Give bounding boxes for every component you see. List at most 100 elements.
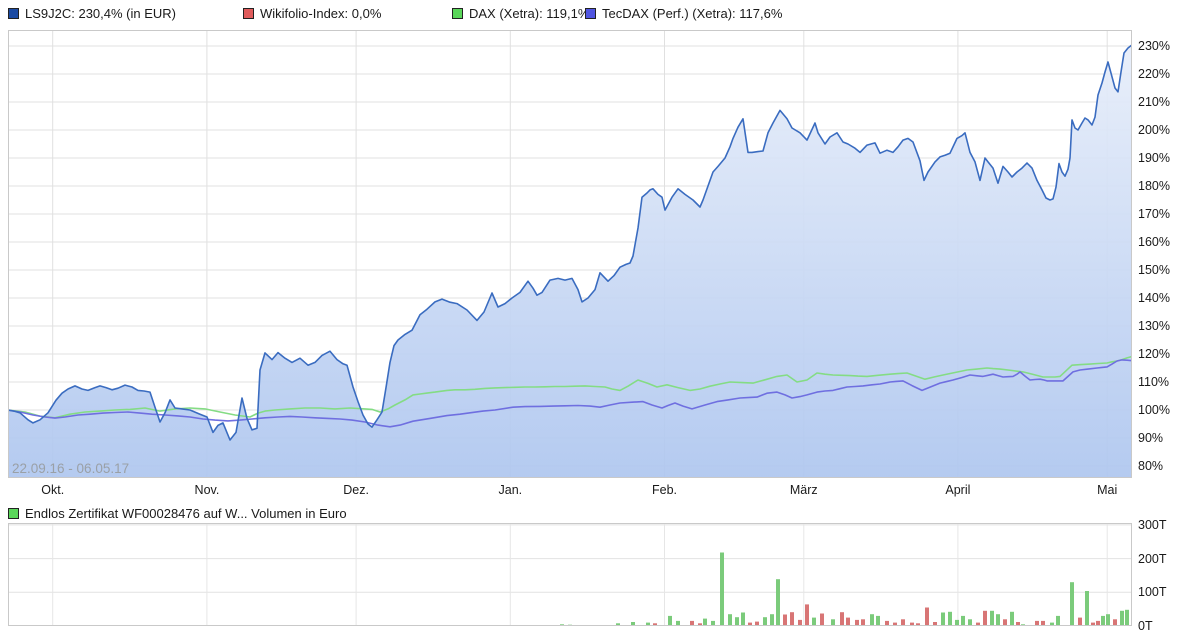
volume-bar [646, 622, 650, 626]
volume-bar [1016, 622, 1020, 626]
legend-item-tecdax[interactable]: TecDAX (Perf.) (Xetra): 117,6% [585, 5, 782, 21]
x-axis-month-label: Jan. [498, 483, 523, 497]
price-pane [8, 30, 1132, 478]
volume-bar [776, 579, 780, 626]
legend-label: DAX (Xetra): 119,1% [469, 5, 590, 21]
volume-bar [1120, 610, 1124, 626]
volume-bar [763, 617, 767, 626]
price-chart-legend: LS9J2C: 230,4% (in EUR) Wikifolio-Index: … [0, 5, 1179, 23]
volume-chart-legend: Endlos Zertifikat WF00028476 auf W... Vo… [0, 505, 1179, 523]
volume-bar [1035, 620, 1039, 626]
ls9j2c-line [8, 44, 1132, 441]
volume-bar [783, 614, 787, 626]
tecdax-series-swatch-icon [585, 7, 596, 19]
wikifolio-index-series-swatch-icon [243, 7, 254, 19]
volume-bar [711, 620, 715, 626]
volume-bar [901, 619, 905, 626]
volume-bar [790, 612, 794, 626]
volume-legend-label: Endlos Zertifikat WF00028476 auf W... Vo… [25, 505, 347, 521]
tecdax-line [8, 359, 1132, 428]
volume-bar [812, 617, 816, 626]
volume-bar [933, 622, 937, 626]
volume-bar [885, 620, 889, 626]
volume-bar [870, 614, 874, 626]
volume-bar [976, 622, 980, 626]
y-axis-tick-label: 120% [1138, 347, 1170, 361]
volume-bar [653, 623, 657, 626]
volume-bar [1113, 619, 1117, 626]
y-axis-tick-label: 130% [1138, 319, 1170, 333]
volume-bar [1003, 619, 1007, 626]
y-axis-tick-label: 190% [1138, 151, 1170, 165]
volume-bar [698, 623, 702, 626]
volume-bar [948, 611, 952, 626]
volume-bar [1085, 591, 1089, 626]
volume-bar [941, 612, 945, 626]
volume-bar [1096, 620, 1100, 626]
volume-bar [996, 614, 1000, 626]
legend-item-wikifolio-index[interactable]: Wikifolio-Index: 0,0% [243, 5, 381, 21]
legend-label: LS9J2C: 230,4% (in EUR) [25, 5, 177, 21]
volume-bar [961, 615, 965, 626]
volume-bar [703, 618, 707, 626]
volume-pane [8, 523, 1132, 626]
dax-line [8, 355, 1132, 419]
volume-y-axis-tick-label: 200T [1138, 551, 1167, 566]
volume-y-axis-tick-label: 0T [1138, 619, 1153, 633]
legend-item-volume[interactable]: Endlos Zertifikat WF00028476 auf W... Vo… [8, 505, 347, 521]
volume-bar [1010, 611, 1014, 626]
volume-y-axis-tick-label: 300T [1138, 517, 1167, 532]
volume-bar [755, 621, 759, 626]
volume-bar [831, 619, 835, 626]
y-axis-tick-label: 80% [1138, 459, 1164, 473]
y-axis-tick-label: 220% [1138, 67, 1170, 81]
volume-bar [925, 607, 929, 626]
volume-bar [668, 615, 672, 626]
y-axis-tick-label: 140% [1138, 291, 1170, 305]
y-axis-tick-label: 150% [1138, 263, 1170, 277]
volume-pane-border [8, 523, 1132, 626]
legend-item-ls9j2c[interactable]: LS9J2C: 230,4% (in EUR) [8, 5, 176, 21]
legend-label: TecDAX (Perf.) (Xetra): 117,6% [602, 5, 783, 21]
volume-bar [916, 623, 920, 626]
dax-series-swatch-icon [452, 7, 463, 19]
volume-bar [983, 610, 987, 626]
volume-bar [741, 612, 745, 626]
volume-y-axis: 300T 200T 100T 0T [1138, 0, 1179, 639]
volume-series-swatch-icon [8, 507, 19, 519]
volume-bar [631, 622, 635, 626]
price-pane-border [8, 30, 1132, 478]
volume-bar [798, 619, 802, 626]
volume-bar [1056, 615, 1060, 626]
volume-bar [770, 614, 774, 626]
x-axis-month-label: Dez. [343, 483, 369, 497]
legend-item-dax[interactable]: DAX (Xetra): 119,1% [452, 5, 589, 21]
x-axis-month-label: Okt. [41, 483, 65, 497]
volume-bar [990, 610, 994, 626]
y-axis-tick-label: 200% [1138, 123, 1170, 137]
volume-bar [968, 619, 972, 626]
volume-bar [1125, 609, 1129, 626]
ls9j2c-series-swatch-icon [8, 7, 19, 19]
x-axis-month-label: April [945, 483, 971, 497]
x-axis-month-label: März [789, 483, 818, 497]
volume-bar [861, 619, 865, 626]
legend-label: Wikifolio-Index: 0,0% [260, 5, 382, 21]
volume-bar [748, 622, 752, 626]
y-axis-tick-label: 90% [1138, 431, 1164, 445]
y-axis-tick-label: 230% [1138, 39, 1170, 53]
y-axis-tick-label: 210% [1138, 95, 1170, 109]
volume-bar [846, 617, 850, 626]
ls9j2c-area [8, 44, 1132, 478]
volume-bar [955, 619, 959, 626]
volume-bar [893, 622, 897, 626]
volume-bar [720, 552, 724, 626]
price-chart-svg [8, 30, 1132, 478]
volume-bar [840, 612, 844, 626]
volume-bar [876, 615, 880, 626]
volume-bar [910, 622, 914, 626]
y-axis-tick-label: 100% [1138, 403, 1170, 417]
date-range-label: 22.09.16 - 06.05.17 [12, 461, 130, 476]
volume-bar [1070, 582, 1074, 626]
